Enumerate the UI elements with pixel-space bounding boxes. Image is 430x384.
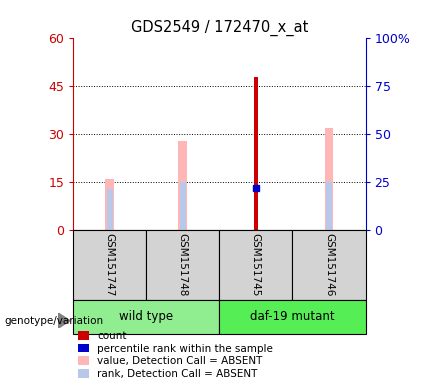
Text: daf-19 mutant: daf-19 mutant: [250, 310, 335, 323]
Text: GSM151745: GSM151745: [251, 233, 261, 297]
Text: wild type: wild type: [119, 310, 173, 323]
Text: genotype/variation: genotype/variation: [4, 316, 104, 326]
Bar: [180, 182, 186, 230]
Bar: [73, 230, 146, 300]
Text: GSM151747: GSM151747: [104, 233, 115, 297]
Text: GSM151746: GSM151746: [324, 233, 334, 297]
Text: GSM151748: GSM151748: [178, 233, 188, 297]
Title: GDS2549 / 172470_x_at: GDS2549 / 172470_x_at: [131, 20, 308, 36]
Bar: [178, 141, 187, 230]
Bar: [219, 300, 366, 334]
Bar: [105, 179, 114, 230]
Bar: [254, 77, 258, 230]
Bar: [73, 300, 219, 334]
Bar: [107, 189, 113, 230]
Bar: [292, 230, 366, 300]
Polygon shape: [58, 313, 70, 328]
Bar: [146, 230, 219, 300]
Bar: [219, 230, 292, 300]
Bar: [325, 128, 333, 230]
Legend: count, percentile rank within the sample, value, Detection Call = ABSENT, rank, : count, percentile rank within the sample…: [78, 331, 273, 379]
Bar: [326, 182, 332, 230]
